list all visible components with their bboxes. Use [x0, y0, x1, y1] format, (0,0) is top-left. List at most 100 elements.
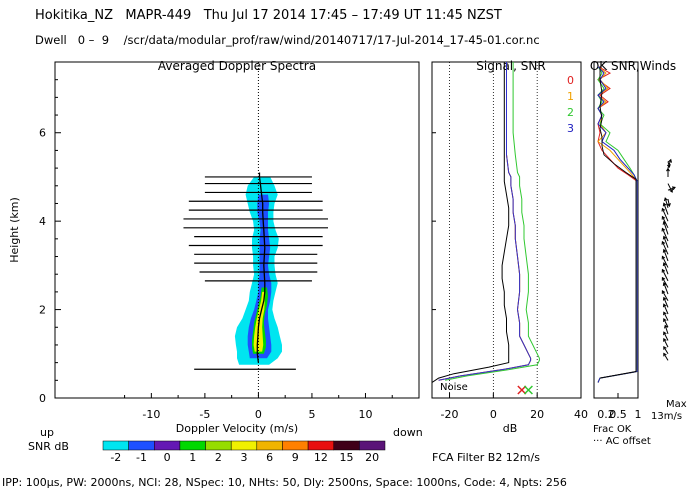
wind-arrowhead-29 — [666, 164, 671, 169]
wind-arrow-23 — [664, 197, 669, 209]
wind-arrow-18 — [661, 228, 669, 242]
noise-marker — [523, 385, 533, 395]
down-label: down — [393, 426, 423, 439]
series-frac_1 — [597, 66, 638, 383]
wind-arrow-1 — [663, 346, 669, 355]
wind-arrowhead-15 — [662, 248, 667, 253]
db-tick-label: 40 — [574, 408, 588, 421]
wind-arrowhead-8 — [662, 296, 667, 301]
colorbar-label-1: -1 — [136, 451, 147, 464]
wind-arrow-15 — [663, 249, 669, 262]
x-axis-label: Doppler Velocity (m/s) — [176, 422, 298, 435]
colorbar-swatch-4 — [205, 440, 232, 451]
wind-arrowhead-10 — [662, 281, 667, 286]
colorbar-label-10: 20 — [365, 451, 379, 464]
x-tick-label: 0 — [255, 408, 262, 421]
wind-arrowhead-2 — [663, 337, 667, 342]
wind-arrow-25 — [667, 186, 676, 191]
wind-arrowhead-22 — [662, 202, 667, 207]
wind-arrow-21 — [661, 208, 669, 222]
wind-arrowhead-12 — [661, 268, 666, 273]
frac-ok-label: Frac OK — [593, 424, 632, 435]
colorbar-label-0: -2 — [110, 451, 121, 464]
frac-ok-legend: 0 1 2 3 — [567, 74, 574, 135]
snr-grid — [449, 62, 538, 398]
wind-max-label: Max 13m/s — [651, 399, 687, 422]
ac-offset-label: ··· AC offset — [593, 436, 651, 447]
colorbar-swatch-3 — [179, 440, 206, 451]
colorbar-swatch-8 — [307, 440, 334, 451]
wind-arrowhead-0 — [663, 352, 667, 357]
series-signal — [431, 62, 510, 383]
wind-arrow-8 — [663, 297, 669, 308]
wind-arrow-6 — [663, 311, 669, 321]
colorbar-label-8: 12 — [314, 451, 328, 464]
wind-arrowhead-27 — [666, 167, 670, 172]
wind-arrow-20 — [661, 216, 669, 229]
colorbar-swatch-0 — [102, 440, 129, 451]
legend-2: 2 — [567, 106, 574, 119]
wind-arrow-26 — [667, 183, 673, 193]
series-snr_2 — [445, 62, 540, 381]
contour-snr--2 — [234, 176, 282, 365]
colorbar-swatch-6 — [256, 440, 283, 451]
wind-barbs — [661, 158, 676, 361]
wind-arrowhead-26 — [669, 188, 673, 193]
wind-arrow-0 — [663, 353, 669, 361]
wind-arrowhead-5 — [663, 318, 667, 322]
colorbar-label-9: 15 — [340, 451, 354, 464]
wind-arrowhead-18 — [661, 227, 666, 232]
db-tick-label: 20 — [530, 408, 544, 421]
frac-tick-label: 0.2 — [597, 408, 615, 421]
mean-velocity-trace — [256, 172, 266, 363]
wind-arrow-14 — [661, 256, 669, 268]
wind-arrow-7 — [663, 304, 669, 315]
x-tick-label: 5 — [308, 408, 315, 421]
y-tick-label: 6 — [39, 127, 46, 140]
header-title: Hokitika_NZ MAPR-449 Thu Jul 17 2014 17:… — [35, 8, 502, 23]
spectra-axes: -10 -5 0 5 10 0 2 4 6 — [39, 79, 393, 421]
wind-arrowhead-21 — [661, 207, 666, 212]
wind-arrow-24 — [667, 198, 670, 207]
colorbar-label-7: 9 — [292, 451, 299, 464]
legend-1: 1 — [567, 90, 574, 103]
colorbar-swatch-9 — [333, 440, 360, 451]
fca-filter-label: FCA Filter B2 12m/s — [432, 451, 540, 464]
wind-arrow-10 — [663, 282, 669, 295]
wind-arrowhead-17 — [662, 235, 667, 240]
wind-arrowhead-23 — [663, 197, 668, 202]
colorbar-label-2: 0 — [164, 451, 171, 464]
series-frac_2 — [597, 66, 638, 383]
footer-params: IPP: 100µs, PW: 2000ns, NCI: 28, NSpec: … — [2, 476, 567, 489]
wind-arrow-12 — [661, 269, 669, 282]
noise-marker — [517, 385, 527, 395]
wind-arrowhead-6 — [663, 311, 667, 316]
y-tick-label: 4 — [39, 215, 46, 228]
series-frac_3 — [597, 66, 638, 383]
spectra-title: Averaged Doppler Spectra — [158, 59, 316, 73]
snr-panel: -20 0 20 40 Noise dB — [431, 61, 588, 435]
wind-arrow-16 — [661, 241, 669, 255]
spectra-frame — [54, 61, 420, 399]
wind-arrow-9 — [661, 290, 669, 301]
wind-arrowhead-11 — [661, 276, 666, 281]
wind-arrowhead-3 — [663, 331, 667, 336]
snr-colorbar: -2 -1 0 1 2 3 6 9 12 15 20 — [102, 440, 386, 464]
colorbar-label-6: 6 — [266, 451, 273, 464]
x-tick-label: -5 — [199, 408, 210, 421]
colorbar-swatch-7 — [282, 440, 309, 451]
x-tick-label: -10 — [142, 408, 160, 421]
colorbar-label-3: 1 — [189, 451, 196, 464]
wind-arrow-11 — [661, 277, 669, 288]
y-tick-label: 0 — [39, 392, 46, 405]
snr-lines — [431, 62, 540, 395]
y-axis-label: Height (km) — [8, 197, 21, 263]
series-snr_0 — [438, 62, 532, 381]
snr-axes: -20 0 20 40 — [432, 132, 588, 421]
wind-arrow-13 — [663, 262, 669, 275]
frac-tick-label: 1 — [635, 408, 642, 421]
colorbar-swatch-2 — [154, 440, 181, 451]
wind-arrow-17 — [663, 236, 669, 248]
wind-arrow-3 — [663, 331, 669, 341]
